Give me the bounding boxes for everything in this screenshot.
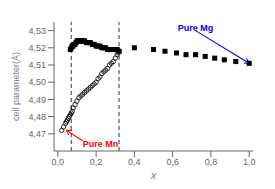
svg-text:0,4: 0,4 [128,157,141,167]
svg-text:0,0: 0,0 [52,157,65,167]
svg-text:cell parameter(Å): cell parameter(Å) [11,52,21,121]
svg-text:0,8: 0,8 [205,157,218,167]
svg-text:4,47: 4,47 [28,129,46,139]
svg-text:0,6: 0,6 [166,157,179,167]
svg-text:4,49: 4,49 [28,95,46,105]
svg-text:4,51: 4,51 [28,60,46,70]
svg-text:Pure Mn: Pure Mn [83,139,119,149]
svg-text:4,53: 4,53 [28,26,46,36]
svg-text:0,2: 0,2 [90,157,103,167]
svg-text:Pure Mg: Pure Mg [178,23,214,33]
svg-text:1,0: 1,0 [243,157,256,167]
svg-text:4,52: 4,52 [28,43,46,53]
svg-text:4,50: 4,50 [28,77,46,87]
svg-text:4,48: 4,48 [28,112,46,122]
svg-text:x: x [150,169,157,181]
